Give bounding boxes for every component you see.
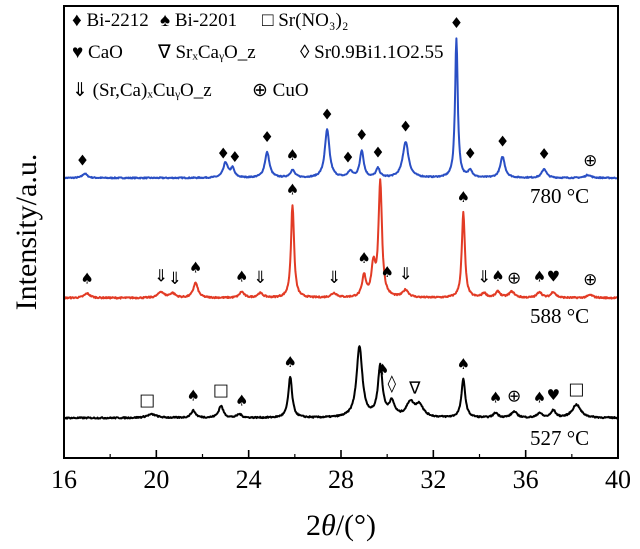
phase-marker: ⇓ [154, 266, 168, 286]
series-label: 527 °C [530, 426, 589, 450]
series-label: 780 °C [530, 184, 589, 208]
phase-marker: ♠ [533, 268, 546, 286]
x-axis-title-prefix: 2 [306, 509, 321, 542]
series-line [63, 345, 619, 420]
phase-marker: ♦ [260, 128, 273, 146]
phase-marker: ♠ [235, 268, 248, 286]
legend-entry: ⇓ (Sr,Ca)ₓCuᵧO_z [72, 80, 212, 101]
legend-entry: □ Sr(NO₃)₂ [262, 10, 348, 31]
phase-marker: ♦ [320, 106, 333, 124]
series-line [63, 178, 619, 300]
phase-markers: ♦ ♦♦♦♠♦♦♦♦♦♦♦♦♦ ⊕♠ ⇓ ⇓♠ ♠ ⇓♠⇓♠♠ ⇓♠⇓ ♠ ⊕ ♠ ♥ ⊕□ ♠ □ ♠♠ ♠◊… [76, 14, 598, 411]
legend-entry: ♦ Bi-2212 [72, 10, 149, 31]
legend: ♦ Bi-2212 ♠ Bi-2201 □ Sr(NO₃)₂ ♥ CaO ∇ SrₓCa… [72, 10, 443, 101]
phase-marker: ♠ [283, 353, 296, 371]
phase-marker: ⊕ [507, 387, 521, 407]
phase-marker: ♠ [457, 188, 470, 206]
x-tick-label: 28 [328, 465, 354, 494]
x-tick-label: 32 [420, 465, 446, 494]
temperature-labels: 780 °C 588 °C 527 °C [530, 184, 589, 450]
x-axis-title: 2θ/(°) [306, 509, 376, 542]
phase-marker: □ [213, 381, 229, 401]
phase-marker: □ [139, 391, 155, 411]
phase-marker: ◊ [388, 374, 397, 394]
phase-marker: ♠ [533, 388, 546, 406]
phase-marker: ♠ [489, 389, 502, 407]
y-axis-title: Intensity/a.u. [10, 154, 43, 311]
x-axis-ticks: 16 20 24 28 32 36 40 [51, 450, 631, 494]
phase-marker: ♦ [341, 149, 354, 167]
phase-marker: ♠ [380, 263, 393, 281]
phase-marker: ♦ [217, 144, 230, 162]
phase-marker: ♦ [76, 151, 89, 169]
phase-marker: ♠ [376, 360, 389, 378]
x-tick-label: 40 [605, 465, 631, 494]
phase-marker: ♦ [450, 14, 463, 32]
phase-marker: ♦ [464, 144, 477, 162]
phase-marker: ♠ [286, 181, 299, 199]
x-tick-label: 20 [143, 465, 169, 494]
legend-entry: ♠ Bi-2201 [160, 10, 237, 31]
legend-entry: ◊ Sr0.9Bi1.1O2.55 [300, 42, 443, 63]
phase-marker: ⇓ [327, 268, 341, 288]
phase-marker: ⊕ [583, 270, 597, 290]
x-tick-label: 16 [51, 465, 77, 494]
xrd-traces [63, 37, 619, 420]
legend-entry: ∇ SrₓCaᵧO_z [157, 42, 256, 63]
phase-marker: ⊕ [583, 151, 597, 171]
phase-marker: ♦ [496, 133, 509, 151]
phase-marker: ♠ [235, 391, 248, 409]
phase-marker: ⇓ [168, 269, 182, 289]
series-line [63, 37, 619, 180]
phase-marker: ♥ [547, 268, 560, 286]
phase-marker: ⇓ [399, 264, 413, 284]
legend-entry: ⊕ CuO [252, 80, 309, 101]
phase-marker: ♦ [228, 148, 241, 166]
x-tick-label: 24 [236, 465, 262, 494]
phase-marker: □ [568, 380, 584, 400]
series-label: 588 °C [530, 304, 589, 328]
x-axis-title-unit: /(°) [336, 509, 376, 542]
phase-marker: ⊕ [507, 268, 521, 288]
phase-marker: ⇓ [253, 268, 267, 288]
phase-marker: ♠ [357, 249, 370, 267]
phase-marker: ♦ [537, 145, 550, 163]
phase-marker: ♦ [371, 144, 384, 162]
x-tick-label: 36 [513, 465, 539, 494]
x-axis-title-theta: θ [321, 509, 336, 542]
phase-marker: ♥ [547, 386, 560, 404]
phase-marker: ♠ [491, 267, 504, 285]
phase-marker: ♠ [189, 259, 202, 277]
phase-marker: ♠ [187, 387, 200, 405]
phase-marker: ♦ [355, 126, 368, 144]
phase-marker: ♠ [80, 269, 93, 287]
phase-marker: ♠ [286, 146, 299, 164]
phase-marker: ♦ [399, 118, 412, 136]
phase-marker: ∇ [408, 379, 421, 399]
legend-entry: ♥ CaO [72, 42, 123, 63]
phase-marker: ♠ [457, 355, 470, 373]
phase-marker: ⇓ [477, 267, 491, 287]
